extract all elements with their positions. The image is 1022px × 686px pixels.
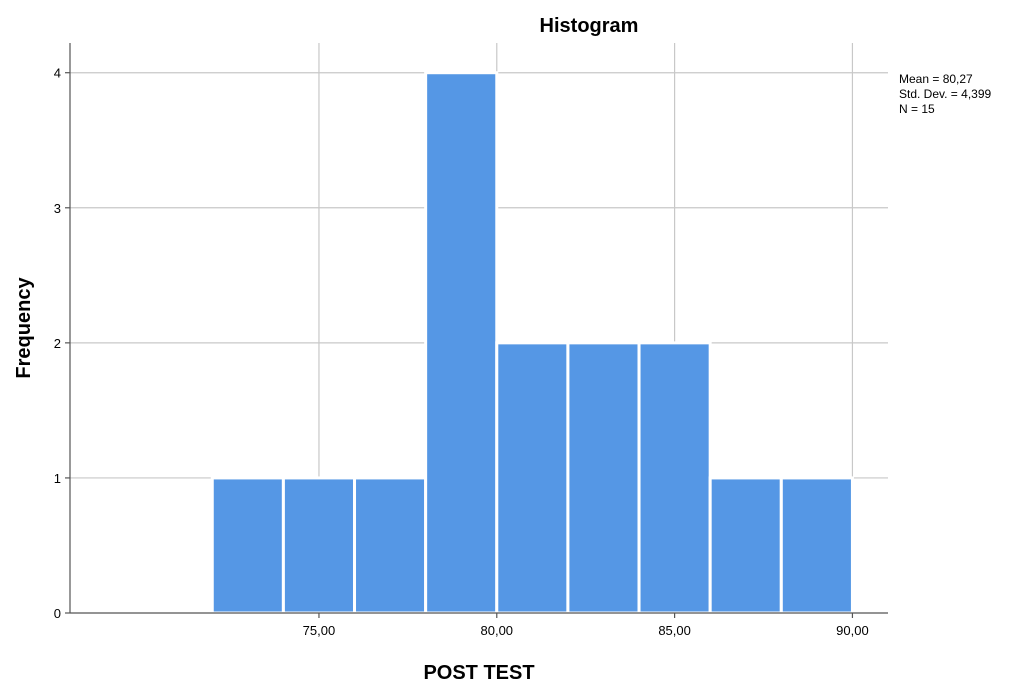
chart-title: Histogram xyxy=(540,15,639,37)
histogram-bar xyxy=(566,341,641,615)
stat-std-dev: Std. Dev. = 4,399 xyxy=(899,87,991,101)
y-tick-label: 0 xyxy=(54,606,61,621)
x-tick-label: 90,00 xyxy=(836,623,869,638)
stat-n: N = 15 xyxy=(899,102,935,116)
y-tick-label: 1 xyxy=(54,471,61,486)
x-tick-label: 75,00 xyxy=(303,623,336,638)
histogram-bars xyxy=(210,71,854,615)
histogram-bar xyxy=(281,476,357,615)
statistics-box: Mean = 80,27 Std. Dev. = 4,399 N = 15 xyxy=(899,72,991,116)
histogram-bar xyxy=(210,476,285,615)
tick-labels: 0 1 2 3 4 75,00 80,00 85,00 90,00 xyxy=(54,66,869,638)
histogram-bar xyxy=(637,341,712,615)
axes xyxy=(65,43,888,618)
x-tick-label: 80,00 xyxy=(481,623,514,638)
y-tick-label: 2 xyxy=(54,336,61,351)
x-tick-label: 85,00 xyxy=(658,623,691,638)
y-tick-label: 3 xyxy=(54,201,61,216)
histogram-bar xyxy=(353,476,428,615)
stat-mean: Mean = 80,27 xyxy=(899,72,973,86)
histogram-bar xyxy=(424,71,499,615)
histogram-bar xyxy=(779,476,854,615)
x-axis-title: POST TEST xyxy=(423,662,534,684)
y-axis-title: Frequency xyxy=(13,277,35,379)
histogram-bar xyxy=(708,476,783,615)
y-tick-label: 4 xyxy=(54,66,61,81)
histogram-bar xyxy=(495,341,570,615)
